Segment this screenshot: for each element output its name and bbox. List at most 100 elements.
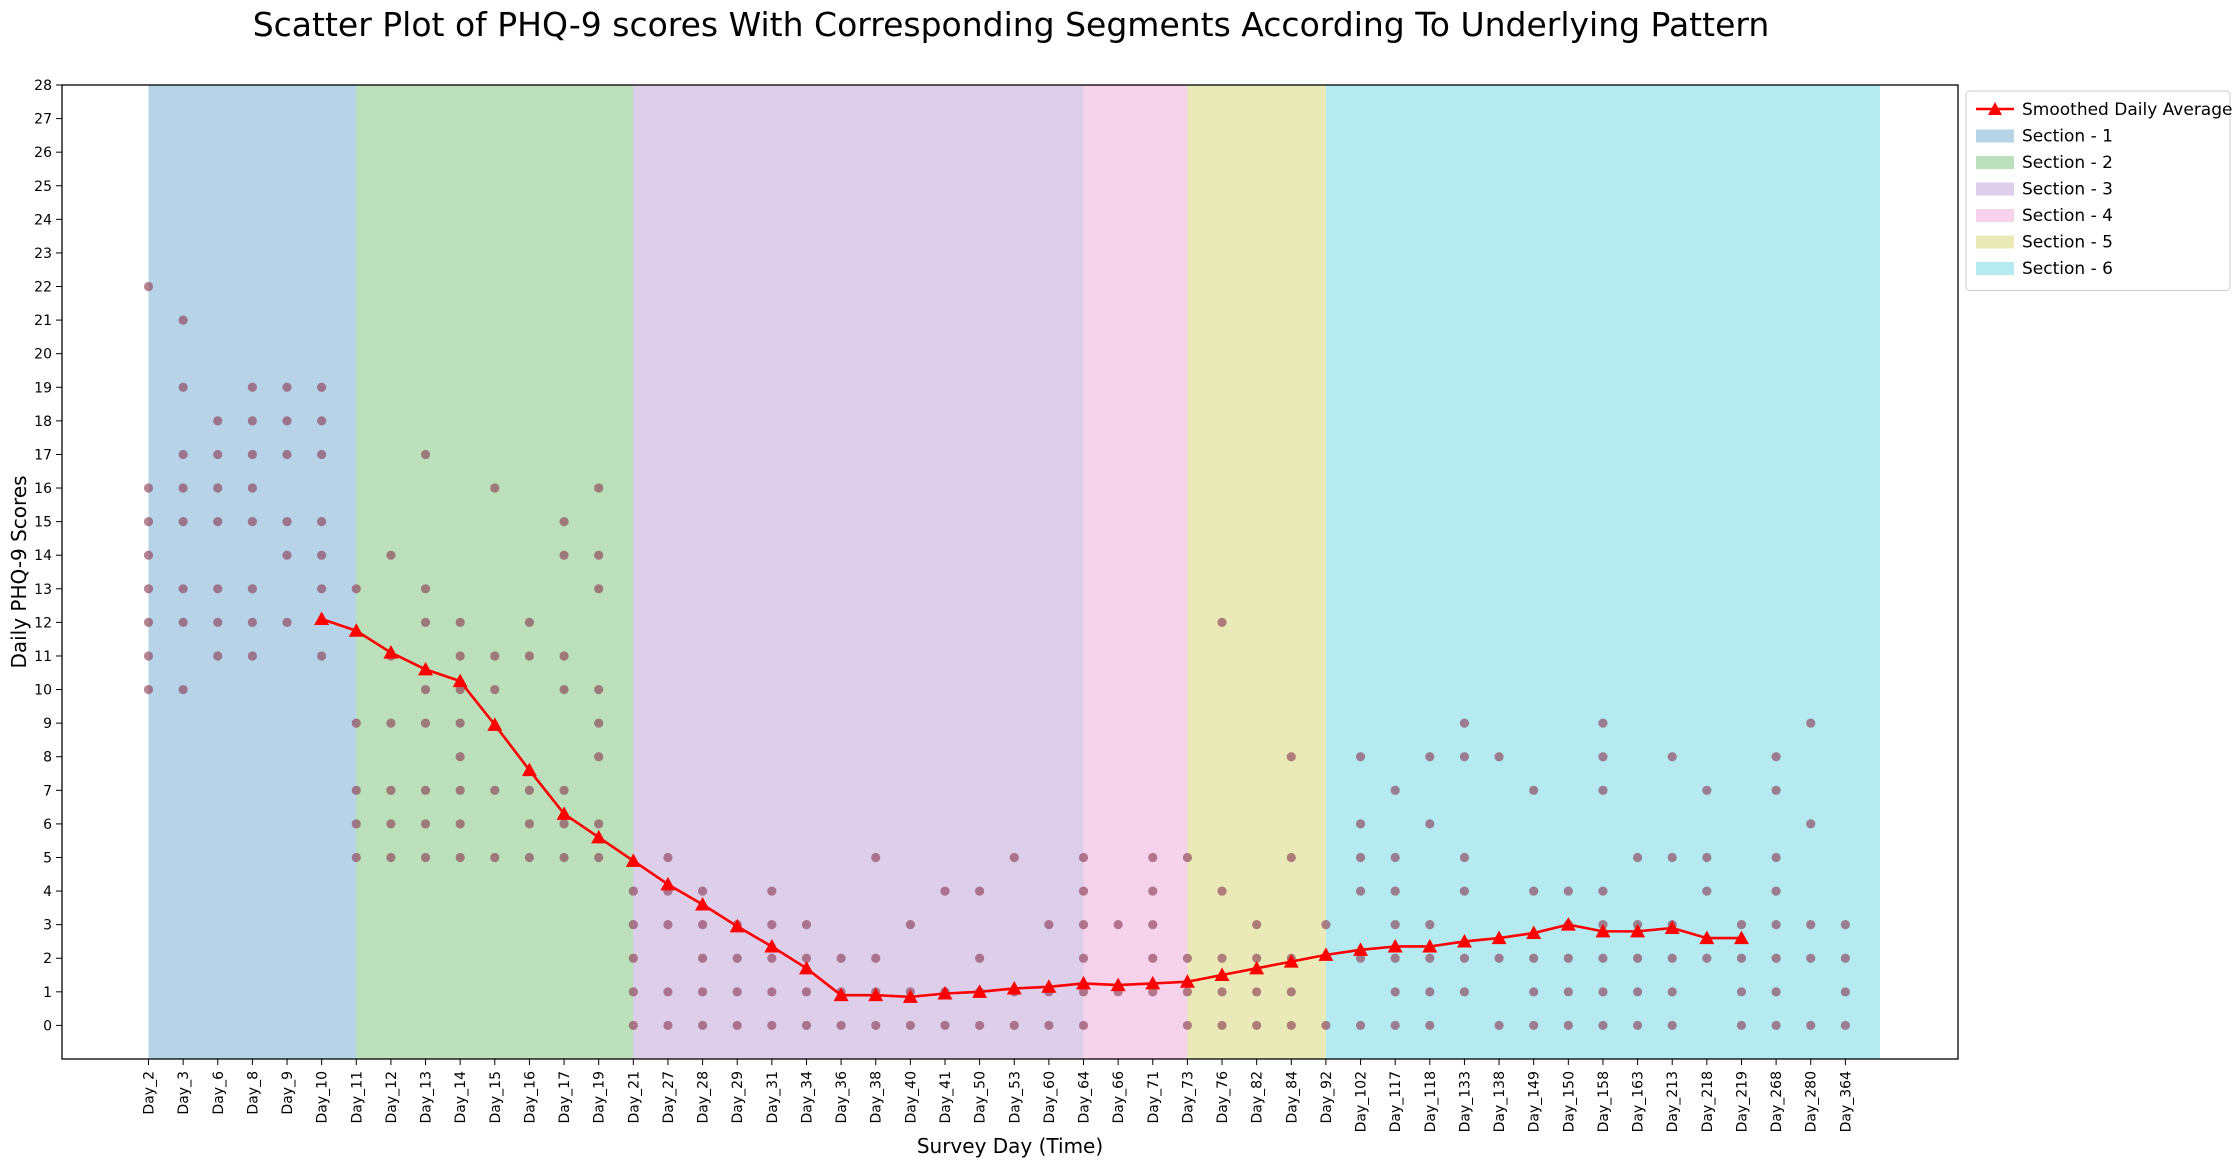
scatter-point — [1702, 852, 1712, 863]
scatter-point — [663, 987, 673, 997]
scatter-point — [767, 953, 777, 963]
scatter-point — [143, 584, 154, 594]
scatter-point — [1355, 1020, 1366, 1031]
scatter-point — [1425, 953, 1435, 963]
scatter-point — [420, 449, 431, 460]
scatter-point — [1148, 852, 1158, 863]
series-marker — [418, 661, 434, 676]
scatter-point — [178, 584, 188, 594]
scatter-point — [351, 584, 361, 594]
scatter-point — [1148, 920, 1158, 930]
x-tick-label: Day_82 — [1250, 1071, 1266, 1123]
scatter-point — [1598, 953, 1608, 963]
scatter-point — [905, 1020, 915, 1031]
scatter-point — [213, 617, 223, 627]
scatter-point — [594, 852, 604, 863]
scatter-point — [143, 684, 154, 695]
scatter-point — [836, 1020, 846, 1031]
scatter-point — [1806, 953, 1816, 963]
legend-swatch — [1976, 235, 2014, 249]
scatter-point — [455, 718, 465, 728]
scatter-point — [1321, 920, 1331, 930]
scatter-point — [594, 752, 604, 762]
y-tick-label: 7 — [43, 783, 52, 799]
series-marker — [521, 762, 537, 777]
scatter-point — [1563, 953, 1573, 963]
scatter-point — [386, 785, 396, 795]
y-tick-label: 4 — [43, 884, 52, 900]
legend-swatch — [1976, 156, 2014, 169]
series-marker — [314, 611, 330, 626]
scatter-point — [1286, 987, 1296, 997]
scatter-point — [1390, 1020, 1400, 1031]
scatter-point — [1425, 920, 1435, 930]
scatter-point — [732, 953, 742, 963]
scatter-point — [663, 852, 673, 863]
scatter-point — [559, 517, 569, 527]
scatter-point — [1494, 1020, 1504, 1031]
scatter-point — [490, 684, 500, 695]
scatter-point — [282, 617, 292, 627]
scatter-point — [801, 1020, 812, 1031]
x-tick-label: Day_73 — [1180, 1071, 1196, 1123]
scatter-point — [697, 1020, 708, 1031]
chart-title: Scatter Plot of PHQ-9 scores With Corres… — [253, 5, 1770, 44]
x-tick-label: Day_13 — [419, 1071, 435, 1123]
series-marker — [902, 989, 918, 1003]
scatter-point — [247, 517, 257, 527]
scatter-point — [213, 651, 223, 661]
scatter-point — [351, 785, 361, 795]
scatter-point — [386, 718, 396, 728]
scatter-point — [455, 684, 465, 695]
y-tick-label: 2 — [43, 951, 52, 967]
x-tick-label: Day_29 — [730, 1071, 746, 1123]
scatter-point — [317, 449, 327, 460]
x-axis: Day_2 Day_3 Day_6 Day_8 Day_9 Day_10 Day_11 Day… — [142, 1059, 1854, 1132]
scatter-point — [178, 382, 188, 392]
scatter-point — [836, 953, 846, 963]
scatter-point — [1598, 886, 1608, 896]
x-tick-label: Day_163 — [1631, 1071, 1647, 1132]
scatter-point — [1736, 987, 1747, 997]
x-tick-label: Day_38 — [869, 1071, 885, 1123]
scatter-point — [1425, 987, 1435, 997]
legend-marker — [1988, 102, 2002, 115]
scatter-point — [455, 852, 465, 863]
scatter-point — [1355, 852, 1366, 863]
series-marker — [383, 645, 399, 659]
scatter-point — [559, 819, 569, 829]
x-tick-label: Day_17 — [557, 1071, 573, 1123]
scatter-point — [767, 886, 777, 896]
scatter-point — [247, 449, 257, 460]
scatter-point — [213, 449, 223, 460]
scatter-point — [1425, 752, 1435, 762]
x-tick-label: Day_19 — [592, 1071, 608, 1123]
scatter-point — [351, 718, 361, 728]
scatter-point — [1078, 953, 1089, 963]
scatter-point — [1078, 852, 1089, 863]
series-marker — [1664, 920, 1680, 935]
section-band — [1083, 85, 1188, 1059]
scatter-point — [524, 852, 535, 863]
y-tick-label: 25 — [34, 179, 52, 195]
scatter-point — [282, 550, 292, 560]
scatter-point — [1459, 718, 1470, 728]
scatter-point — [1840, 987, 1850, 997]
x-tick-label: Day_8 — [245, 1071, 261, 1115]
scatter-point — [524, 651, 535, 661]
y-tick-label: 9 — [43, 716, 52, 732]
x-tick-label: Day_213 — [1665, 1071, 1681, 1132]
series-marker — [660, 876, 676, 891]
scatter-point — [1355, 752, 1366, 762]
scatter-point — [420, 785, 431, 795]
series-marker — [625, 853, 641, 867]
scatter-point — [1771, 920, 1781, 930]
x-tick-label: Day_64 — [1077, 1071, 1093, 1124]
x-tick-label: Day_31 — [765, 1071, 781, 1123]
scatter-point — [628, 886, 638, 896]
x-tick-label: Day_60 — [1042, 1071, 1058, 1123]
scatter-point — [1667, 852, 1677, 863]
section-bands — [148, 85, 1880, 1059]
series-marker — [1353, 942, 1369, 956]
x-tick-label: Day_34 — [799, 1071, 815, 1124]
